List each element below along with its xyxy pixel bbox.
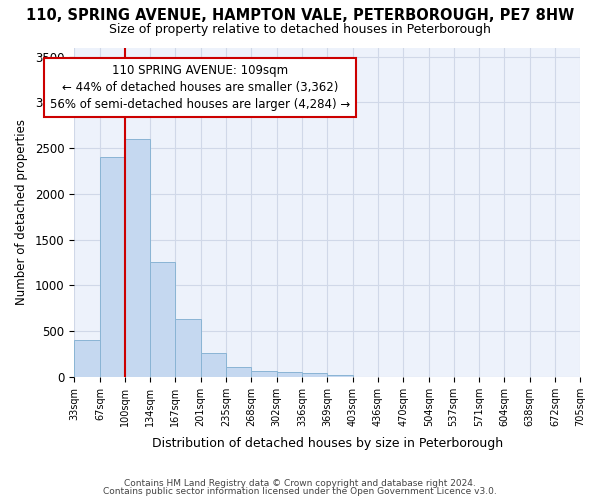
Text: Contains HM Land Registry data © Crown copyright and database right 2024.: Contains HM Land Registry data © Crown c… [124, 478, 476, 488]
Bar [327, 374, 353, 377]
Text: Size of property relative to detached houses in Peterborough: Size of property relative to detached ho… [109, 22, 491, 36]
Text: 110, SPRING AVENUE, HAMPTON VALE, PETERBOROUGH, PE7 8HW: 110, SPRING AVENUE, HAMPTON VALE, PETERB… [26, 8, 574, 22]
Text: 110 SPRING AVENUE: 109sqm
← 44% of detached houses are smaller (3,362)
56% of se: 110 SPRING AVENUE: 109sqm ← 44% of detac… [50, 64, 350, 111]
Bar [74, 340, 100, 377]
Bar [175, 318, 201, 377]
Bar [277, 372, 302, 377]
Bar [125, 139, 150, 377]
Bar [226, 367, 251, 377]
Bar [302, 373, 327, 377]
Bar [201, 353, 226, 377]
X-axis label: Distribution of detached houses by size in Peterborough: Distribution of detached houses by size … [152, 437, 503, 450]
Text: Contains public sector information licensed under the Open Government Licence v3: Contains public sector information licen… [103, 487, 497, 496]
Bar [100, 158, 125, 377]
Bar [251, 372, 277, 377]
Bar [150, 262, 175, 377]
Y-axis label: Number of detached properties: Number of detached properties [15, 119, 28, 305]
